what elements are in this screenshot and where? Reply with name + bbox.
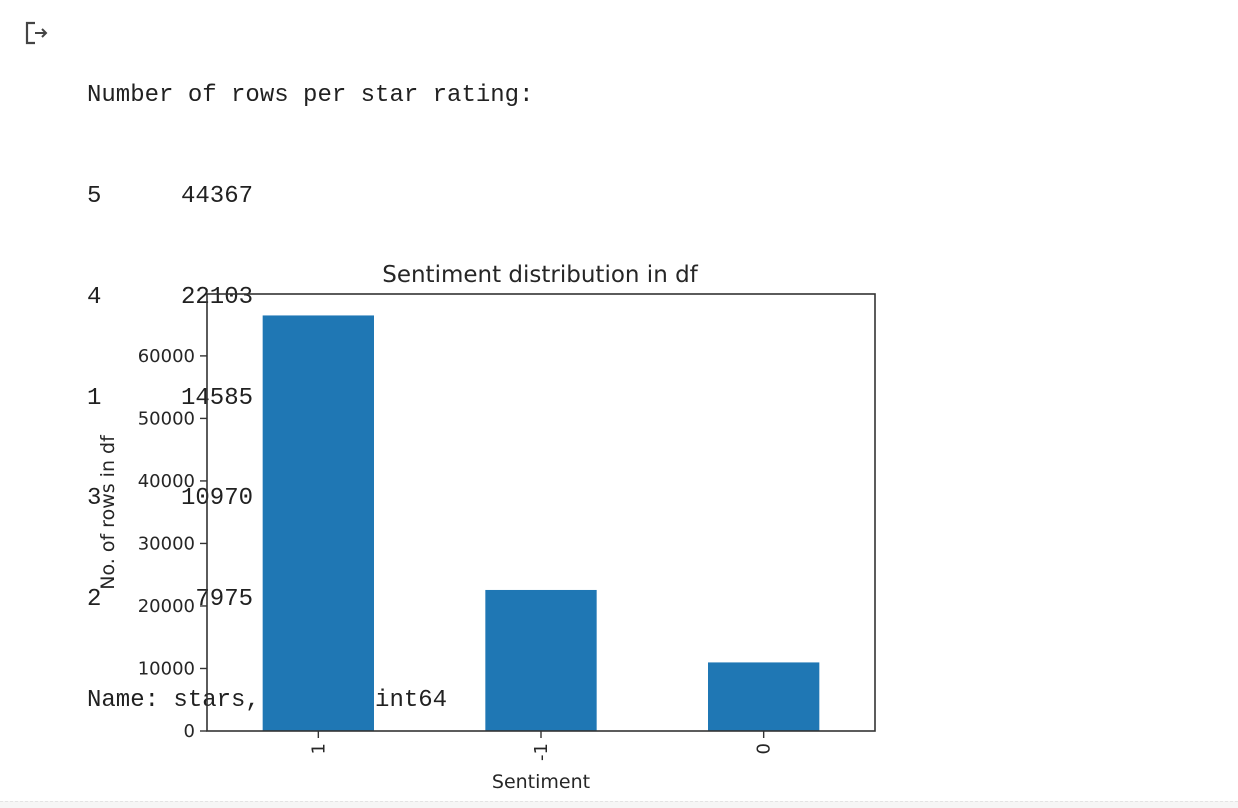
sentiment-chart: Sentiment distribution in df 0 10000 20000… <box>0 250 900 800</box>
x-tick-label: -1 <box>531 743 552 761</box>
y-tick-label: 60000 <box>138 346 195 367</box>
y-tick-label: 50000 <box>138 408 195 429</box>
value-count-index: 2 <box>87 586 102 614</box>
y-tick-label: 40000 <box>138 471 195 492</box>
chart-svg: Sentiment distribution in df 0 10000 20000… <box>97 262 876 793</box>
axes-frame <box>206 293 876 732</box>
output-arrow-icon[interactable] <box>24 20 50 46</box>
value-count-index: 1 <box>87 384 102 412</box>
y-tick-label: 0 <box>184 721 195 742</box>
value-count-row: 4 22103 <box>87 281 533 315</box>
bar--1 <box>485 589 597 731</box>
y-tick-label: 20000 <box>138 596 195 617</box>
chart-title: Sentiment distribution in df <box>382 262 698 288</box>
value-count-value: 14585 <box>180 384 253 412</box>
y-tick-label: 30000 <box>138 533 195 554</box>
value-count-row: 1 14585 <box>87 382 533 416</box>
y-axis-label: No. of rows in df <box>97 434 119 590</box>
bar-1 <box>262 315 374 731</box>
value-counts-header: Number of rows per star rating: <box>87 82 534 110</box>
value-count-index: 5 <box>87 182 102 210</box>
value-count-row: 3 10970 <box>87 482 533 516</box>
x-axis-label: Sentiment <box>492 771 590 793</box>
x-tick-label: 1 <box>308 743 329 754</box>
bar-0 <box>708 662 820 731</box>
value-count-row: 2 7975 <box>87 583 533 617</box>
x-tick-label: 0 <box>754 743 775 754</box>
cell-bottom-divider <box>0 801 1238 808</box>
value-count-value: 10970 <box>180 485 253 513</box>
value-count-value: 22103 <box>180 283 253 311</box>
y-tick-label: 10000 <box>138 658 195 679</box>
value-count-index: 4 <box>87 283 102 311</box>
value-count-value: 44367 <box>180 182 253 210</box>
value-count-index: 3 <box>87 485 102 513</box>
cell-output-text: Number of rows per star rating: 5 44367 4… <box>87 12 533 751</box>
value-count-row: 5 44367 <box>87 180 533 214</box>
value-count-value: 7975 <box>195 586 253 614</box>
